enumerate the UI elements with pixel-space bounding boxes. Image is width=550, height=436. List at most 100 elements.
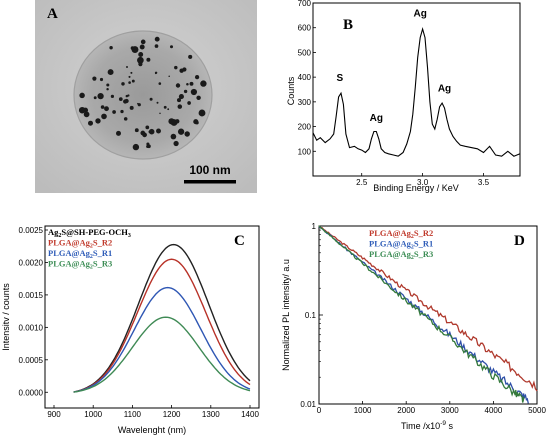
panel-c-emission-chart: C 900 1000 1100 1200 1300 1400 0.0000 0.0005 0.0… — [1, 225, 260, 435]
nanoparticle-dot — [95, 118, 101, 124]
panel-d-xlabel-main: Time /x10 — [401, 421, 440, 431]
legend-sub: 3 — [128, 233, 131, 239]
panel-c-y-tick-label: 0.0010 — [19, 323, 44, 332]
nanoparticle-dot — [132, 143, 140, 151]
legend-sub: 2 — [411, 245, 414, 251]
nanoparticle-dot — [93, 96, 97, 100]
nanoparticle-dot — [177, 104, 183, 109]
legend-main: PLGA@Ag — [48, 248, 91, 258]
nanoparticle-dot — [173, 140, 179, 147]
panel-b-peak-label: S — [336, 73, 343, 84]
panel-c-legend: Ag2S@SH-PEG-OCH3PLGA@Ag2S_R2PLGA@Ag2S_R1… — [48, 227, 131, 271]
panel-b-y-tick-label: 500 — [298, 48, 312, 57]
nanoparticle-dot — [156, 101, 159, 104]
nanoparticle-dot — [183, 89, 188, 94]
nanoparticle-dots — [78, 36, 207, 151]
nanoparticle-dot — [187, 101, 191, 105]
legend-sub: 2 — [58, 233, 61, 239]
nanoparticle-dot — [178, 94, 184, 100]
panel-d-x-tick-label: 0 — [317, 406, 322, 415]
panel-c-series — [73, 243, 251, 393]
panel-c-series-line — [73, 243, 251, 393]
nanoparticle-dot — [159, 112, 161, 115]
panel-d-y-tick-label: 0.01 — [300, 400, 316, 409]
panel-c-y-tick-label: 0.0015 — [19, 291, 44, 300]
panel-b-ylabel: Counts — [286, 76, 296, 105]
panel-b-peak-labels: S Ag Ag Ag — [336, 9, 451, 125]
legend-rest: S_R2 — [414, 228, 433, 238]
panel-c-x-tick-label: 900 — [47, 410, 61, 419]
legend-sub: 2 — [411, 255, 414, 261]
panel-b-x-tick-label: 2.5 — [356, 178, 368, 187]
nanoparticle-dot — [88, 120, 93, 126]
panel-c-series-line — [73, 316, 251, 393]
panel-c-y-tick-label: 0.0005 — [19, 356, 44, 365]
nanoparticle-dot — [110, 94, 115, 99]
panel-d-x-tick-label: 3000 — [441, 406, 459, 415]
nanoparticle-dot — [79, 92, 85, 99]
nanoparticle-dot — [176, 98, 182, 103]
nanoparticle-dot — [194, 74, 200, 80]
nanoparticle-dot — [116, 130, 121, 136]
panel-c-legend-entry: PLGA@Ag2S_R2 — [48, 238, 112, 250]
panel-c-y-tick-label: 0.0025 — [19, 226, 44, 235]
panel-c-legend-entry: Ag2S@SH-PEG-OCH3 — [48, 227, 131, 239]
panel-c-legend-entry: PLGA@Ag2S_R3 — [48, 259, 112, 271]
legend-main: PLGA@Ag — [369, 228, 412, 238]
nanoparticle-dot — [195, 120, 199, 125]
nanoparticle-dot — [109, 45, 113, 50]
legend-main: PLGA@Ag — [48, 259, 91, 269]
panel-b-peak-label: Ag — [370, 113, 383, 124]
panel-b-x-tick-label: 3.0 — [417, 178, 429, 187]
nanoparticle-dot — [124, 98, 129, 104]
panel-c-letter: C — [234, 233, 245, 249]
legend-main: PLGA@Ag — [369, 239, 412, 249]
nanoparticle-dot — [128, 81, 131, 84]
nanoparticle-dot — [78, 106, 86, 114]
legend-rest: S_R1 — [414, 239, 433, 249]
panel-c-y-tick-label: 0.0000 — [19, 388, 44, 397]
panel-d-ylabel: Normalized PL intensity/ a.u — [281, 259, 291, 371]
panel-c-x-tick-label: 1000 — [84, 410, 102, 419]
nanoparticle-dot — [118, 97, 123, 101]
panel-c-x-tick-label: 1300 — [202, 410, 220, 419]
nanoparticle-dot — [188, 54, 193, 59]
nanoparticle-dot — [106, 87, 109, 91]
nanoparticle-dot — [170, 133, 177, 140]
panel-d-legend-entry: PLGA@Ag2S_R2 — [369, 228, 433, 240]
nanoparticle-dot — [184, 131, 190, 137]
panel-d-x-tick-label: 5000 — [528, 406, 546, 415]
legend-rest: S_R3 — [414, 249, 433, 259]
nanoparticle-dot — [149, 97, 153, 101]
nanoparticle-dot — [92, 76, 97, 81]
panel-d-letter: D — [514, 233, 525, 249]
nanoparticle-dot — [104, 106, 109, 112]
panel-c-ylabel: Intensitv / counts — [1, 283, 11, 351]
nanoparticle-dot — [174, 65, 178, 70]
nanoparticle-dot — [200, 80, 207, 87]
nanoparticle-dot — [101, 113, 107, 120]
panel-d-x-tick-label: 2000 — [397, 406, 415, 415]
nanoparticle-dot — [158, 82, 162, 85]
panel-c-x-tick-label: 1100 — [124, 410, 142, 419]
panel-c-y-tick-label: 0.0020 — [19, 258, 44, 267]
nanoparticle-dot — [131, 79, 135, 83]
panel-c-series-line — [73, 258, 251, 393]
panel-c-ticks: 900 1000 1100 1200 1300 1400 0.0000 0.0005 0.001… — [19, 226, 260, 419]
nanoparticle-dot — [196, 95, 201, 101]
nanoparticle-dot — [134, 128, 139, 133]
nanoparticle-dot — [148, 130, 151, 134]
panel-b-y-tick-label: 100 — [298, 147, 312, 156]
nanoparticle-dot — [99, 77, 104, 82]
legend-sub: 2 — [90, 265, 93, 271]
nanoparticle-dot — [123, 117, 128, 121]
panel-b-y-tick-label: 700 — [298, 0, 312, 8]
panel-d-x-tick-label: 1000 — [354, 406, 372, 415]
panel-d-y-tick-label: 1 — [312, 222, 317, 231]
panel-c-series-line — [73, 286, 251, 393]
panel-b-y-tick-label: 400 — [298, 73, 312, 82]
panel-b-ticks: 2.5 3.0 3.5 100 200 300 400 500 600 700 — [298, 0, 490, 187]
nanoparticle-dot — [198, 109, 206, 117]
nanoparticle-dot — [140, 130, 146, 136]
